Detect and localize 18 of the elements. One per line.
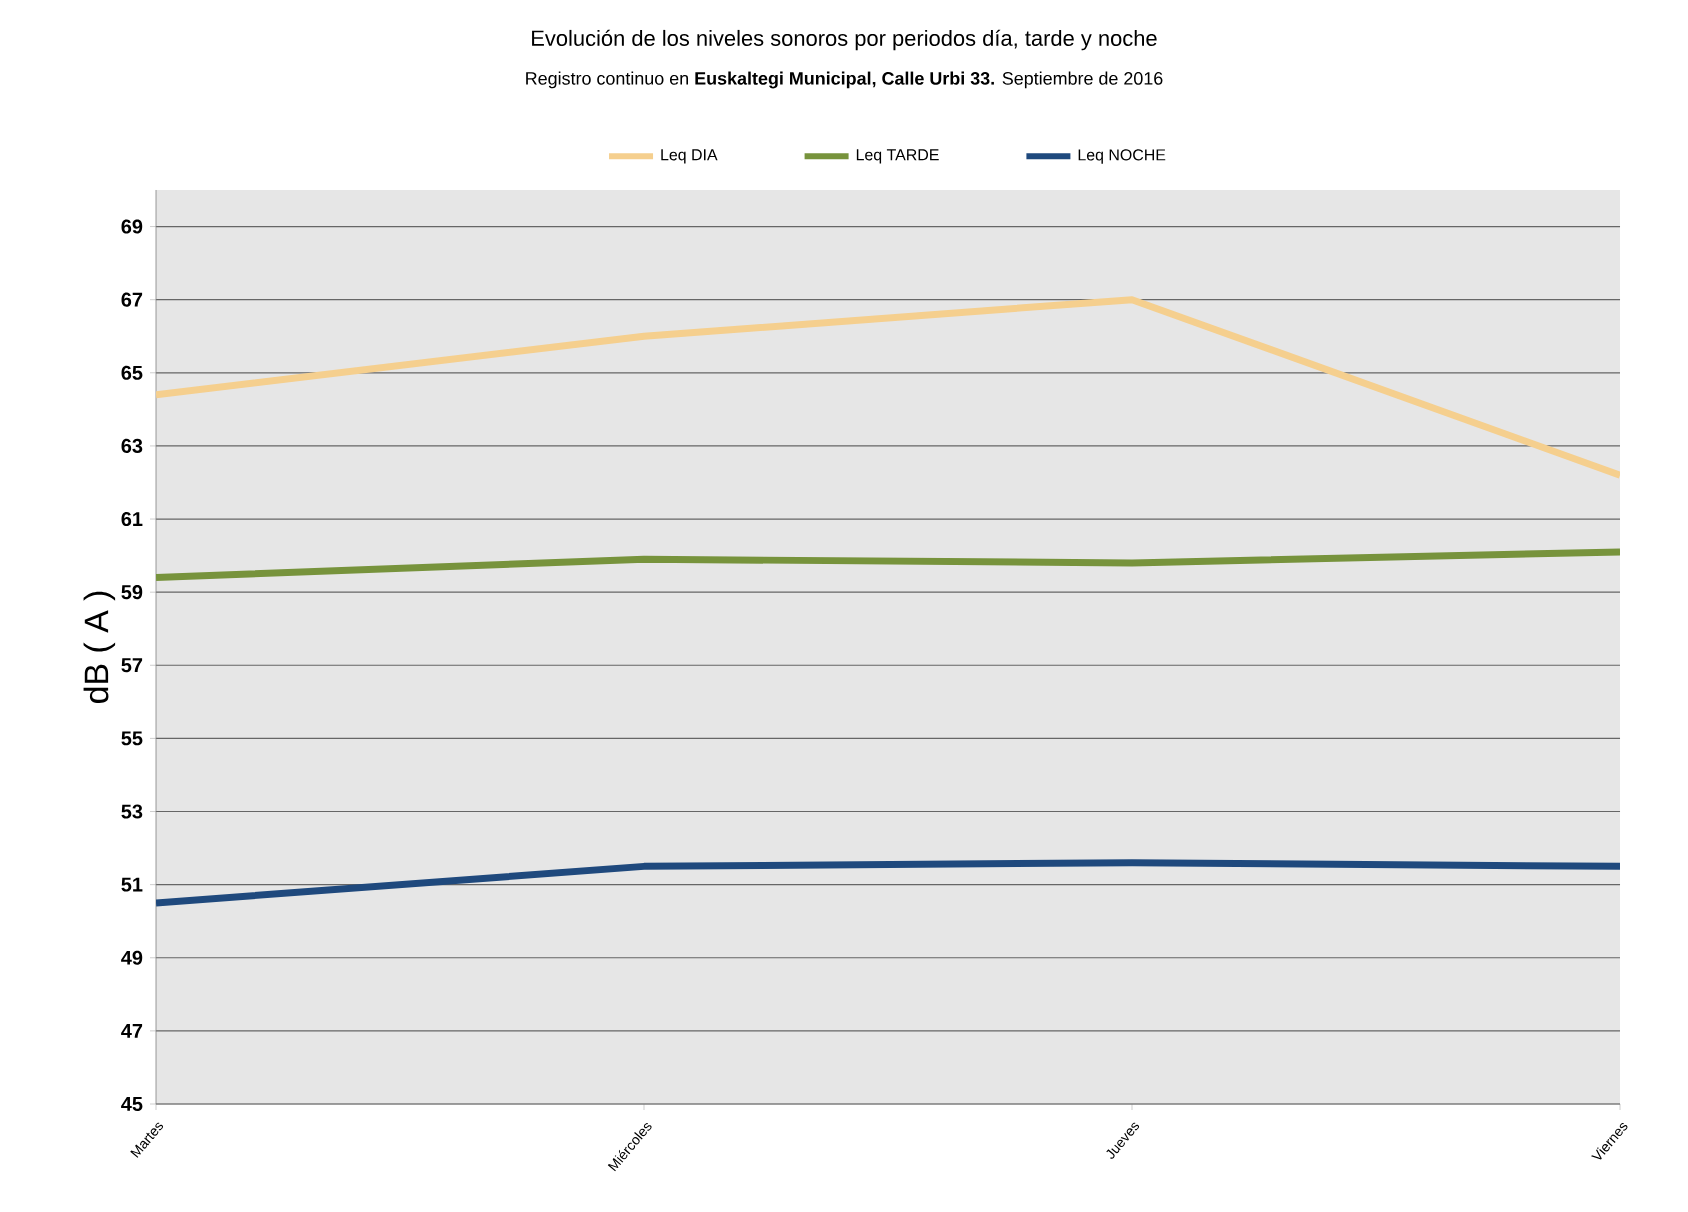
y-tick-label: 67 — [121, 292, 143, 307]
y-tick-label: 57 — [121, 658, 143, 673]
y-tick-label: 47 — [121, 1024, 143, 1038]
line-series — [156, 548, 1621, 582]
y-tick-label: 45 — [121, 1097, 143, 1111]
y-tick-label: 53 — [121, 804, 143, 819]
chart-subtitle: Registro continuo en Euskaltegi Municipal, Calle Urbi 33. Septiembre de 2016 — [526, 71, 1163, 89]
y-tick-label: 49 — [121, 950, 143, 965]
y-tick-label: 55 — [121, 731, 143, 746]
chart-title: Evolución de los niveles sonoros por periodos día, tarde y noche — [532, 29, 1157, 51]
y-tick-label: 59 — [121, 585, 143, 600]
y-tick-label: 61 — [121, 511, 143, 527]
y-tick-label: 63 — [121, 438, 143, 453]
y-tick-label: 69 — [121, 219, 143, 234]
line-series — [156, 296, 1621, 479]
y-tick-label: 51 — [121, 877, 143, 892]
y-axis-title: dB ( A ) — [83, 591, 116, 703]
y-tick-label: 65 — [121, 365, 143, 380]
